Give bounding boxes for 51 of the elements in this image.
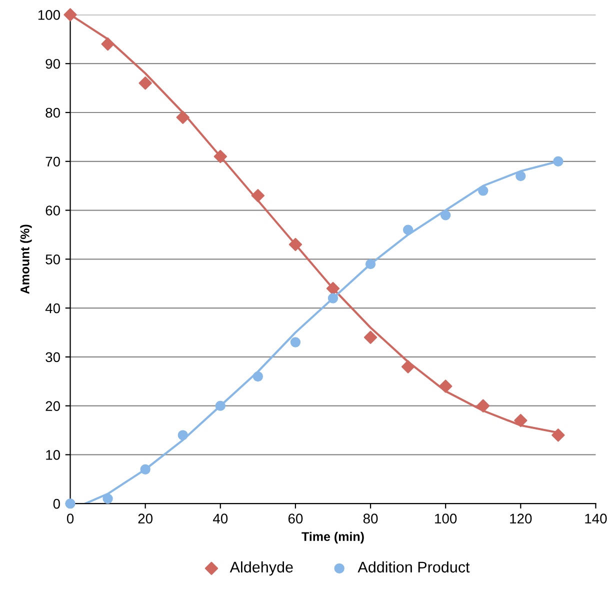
point (439, 380, 452, 393)
y-tick-label: 80 (46, 108, 60, 118)
point (140, 464, 150, 474)
point (364, 330, 378, 344)
x-tick-label: 80 (363, 514, 378, 524)
point (214, 150, 227, 164)
y-tick-label: 100 (38, 10, 60, 20)
point (440, 210, 451, 220)
x-tick-label: 20 (138, 514, 153, 524)
x-tick-label: 0 (66, 514, 74, 524)
point (402, 224, 414, 235)
y-tick-label: 10 (46, 450, 60, 460)
legend-label: Aldehyde (230, 561, 293, 576)
y-tick-label: 20 (46, 401, 60, 411)
point (553, 156, 564, 166)
point (478, 186, 488, 196)
point (102, 494, 113, 504)
point (252, 371, 264, 382)
point (65, 498, 76, 509)
point (290, 337, 301, 348)
y-tick-label: 60 (46, 206, 60, 216)
point (288, 238, 302, 252)
point (101, 37, 114, 51)
y-axis-title: Amount (%) (20, 224, 32, 294)
x-tick-label: 40 (212, 514, 228, 524)
point (215, 400, 226, 411)
x-tick-label: 120 (510, 514, 532, 524)
y-tick-label: 0 (53, 498, 60, 509)
point (328, 293, 338, 304)
point (176, 110, 190, 124)
point (365, 258, 376, 270)
point (326, 282, 340, 296)
x-axis-title: Time (min) (302, 532, 364, 544)
y-tick-label: 70 (46, 156, 60, 167)
point (401, 360, 415, 374)
point (516, 170, 526, 182)
y-tick-label: 30 (46, 352, 60, 362)
y-tick-label: 50 (46, 254, 60, 264)
point (476, 399, 490, 412)
point (64, 8, 77, 22)
y-tick-label: 40 (45, 303, 60, 314)
y-tick-label: 90 (46, 58, 60, 69)
point (251, 189, 265, 202)
x-tick-label: 140 (585, 514, 607, 524)
legend-label: Addition Product (358, 561, 470, 573)
point (178, 430, 188, 440)
x-tick-label: 60 (288, 514, 303, 524)
point (514, 414, 528, 428)
point (552, 428, 565, 442)
point (138, 76, 152, 90)
x-tick-label: 100 (435, 514, 457, 524)
